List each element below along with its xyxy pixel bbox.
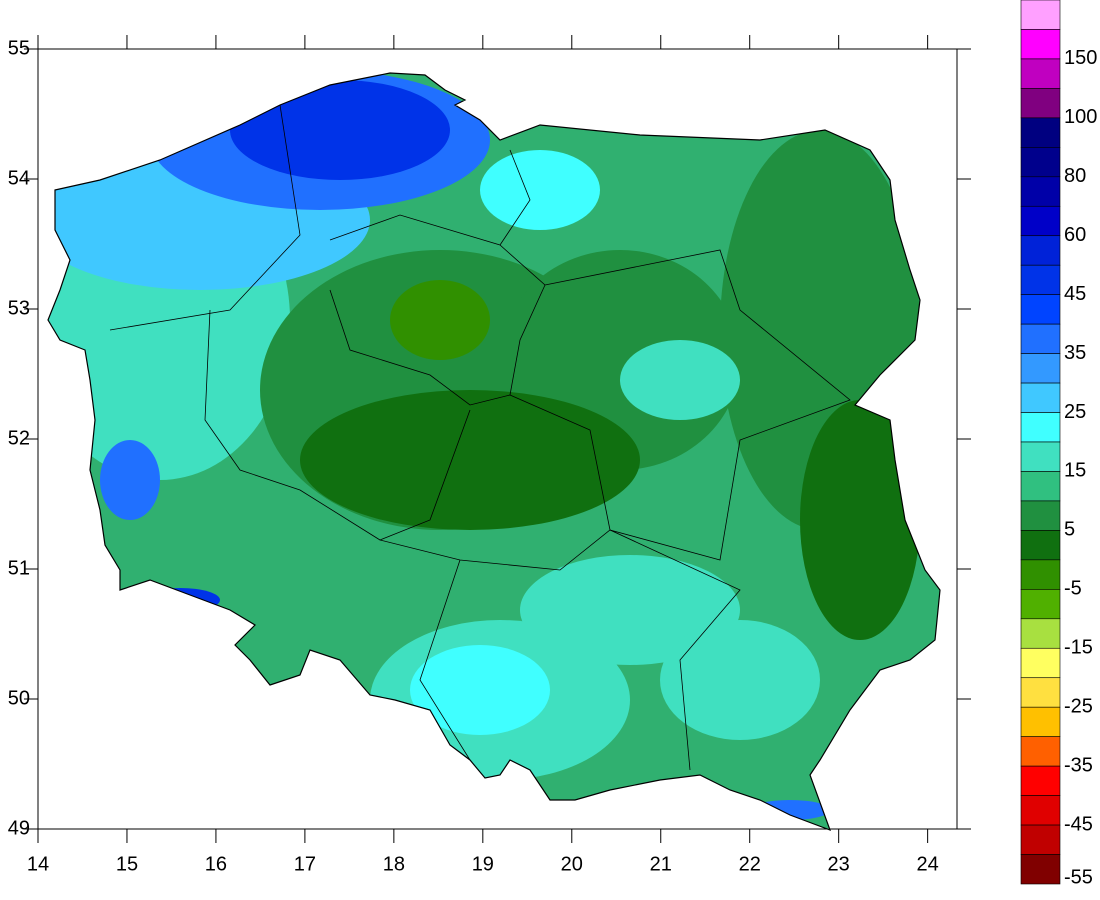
colorbar-label: 5 xyxy=(1064,519,1075,541)
colorbar-band xyxy=(1020,353,1061,384)
x-tick-label: 15 xyxy=(116,853,138,875)
colorbar-band xyxy=(1020,441,1061,472)
colorbar-band xyxy=(1020,824,1061,855)
colorbar-label: 25 xyxy=(1064,401,1086,423)
colorbar-band xyxy=(1020,677,1061,708)
colorbar-band xyxy=(1020,412,1061,443)
y-tick-label: 52 xyxy=(8,427,30,449)
colorbar-label: -25 xyxy=(1064,695,1093,717)
colorbar-band xyxy=(1020,176,1061,207)
colorbar-label: 150 xyxy=(1064,47,1097,69)
region-border xyxy=(509,249,851,561)
colorbar-band xyxy=(1020,58,1061,89)
colorbar-band xyxy=(1020,205,1061,237)
region-border xyxy=(329,214,546,406)
colorbar-label: 100 xyxy=(1064,106,1097,128)
x-tick-label: 14 xyxy=(27,853,49,875)
colorbar-label: 15 xyxy=(1064,460,1086,482)
colorbar-band xyxy=(1020,117,1061,148)
colorbar-band xyxy=(1020,647,1061,679)
region-border xyxy=(419,559,471,761)
x-tick-label: 20 xyxy=(561,853,583,875)
colorbar-band xyxy=(1020,530,1061,561)
region-border xyxy=(109,104,301,331)
colorbar-band xyxy=(1020,854,1061,885)
region-border xyxy=(204,309,471,541)
colorbar-label: -15 xyxy=(1064,637,1093,659)
colorbar-band xyxy=(1020,0,1061,30)
x-tick-label: 18 xyxy=(383,853,405,875)
colorbar-label: 60 xyxy=(1064,224,1086,246)
colorbar-band xyxy=(1020,795,1061,826)
colorbar-band xyxy=(1020,765,1061,796)
colorbar-label: 45 xyxy=(1064,283,1086,305)
x-tick-label: 17 xyxy=(294,853,316,875)
colorbar-label: 80 xyxy=(1064,165,1086,187)
colorbar-band xyxy=(1020,589,1061,620)
colorbar-band xyxy=(1020,88,1061,119)
colorbar-band xyxy=(1020,559,1061,590)
x-tick-label: 21 xyxy=(650,853,672,875)
colorbar-band xyxy=(1020,29,1061,60)
x-tick-label: 16 xyxy=(205,853,227,875)
x-tick-label: 22 xyxy=(739,853,761,875)
colorbar-band xyxy=(1020,294,1061,325)
y-tick-label: 54 xyxy=(8,167,30,189)
y-tick-label: 50 xyxy=(8,687,30,709)
colorbar-band xyxy=(1020,382,1061,413)
colorbar-band xyxy=(1020,264,1061,295)
colorbar-label: 35 xyxy=(1064,342,1086,364)
x-tick-label: 24 xyxy=(917,853,939,875)
y-tick-label: 49 xyxy=(8,817,30,839)
colorbar-band xyxy=(1020,235,1061,266)
y-tick-label: 51 xyxy=(8,557,30,579)
x-tick-label: 23 xyxy=(828,853,850,875)
colorbar-label: -55 xyxy=(1064,866,1093,888)
colorbar-band xyxy=(1020,618,1061,649)
colorbar-band xyxy=(1020,323,1061,354)
colorbar-band xyxy=(1020,147,1061,178)
colorbar-band xyxy=(1020,706,1061,737)
colorbar-band xyxy=(1020,500,1061,531)
colorbar-band xyxy=(1020,471,1061,502)
x-tick-label: 19 xyxy=(472,853,494,875)
colorbar-label: -35 xyxy=(1064,754,1093,776)
y-tick-label: 55 xyxy=(8,37,30,59)
colorbar-label: -45 xyxy=(1064,813,1093,835)
colorbar-label: -5 xyxy=(1064,578,1082,600)
colorbar-band xyxy=(1020,736,1061,767)
region-border xyxy=(499,149,531,246)
y-tick-label: 53 xyxy=(8,297,30,319)
